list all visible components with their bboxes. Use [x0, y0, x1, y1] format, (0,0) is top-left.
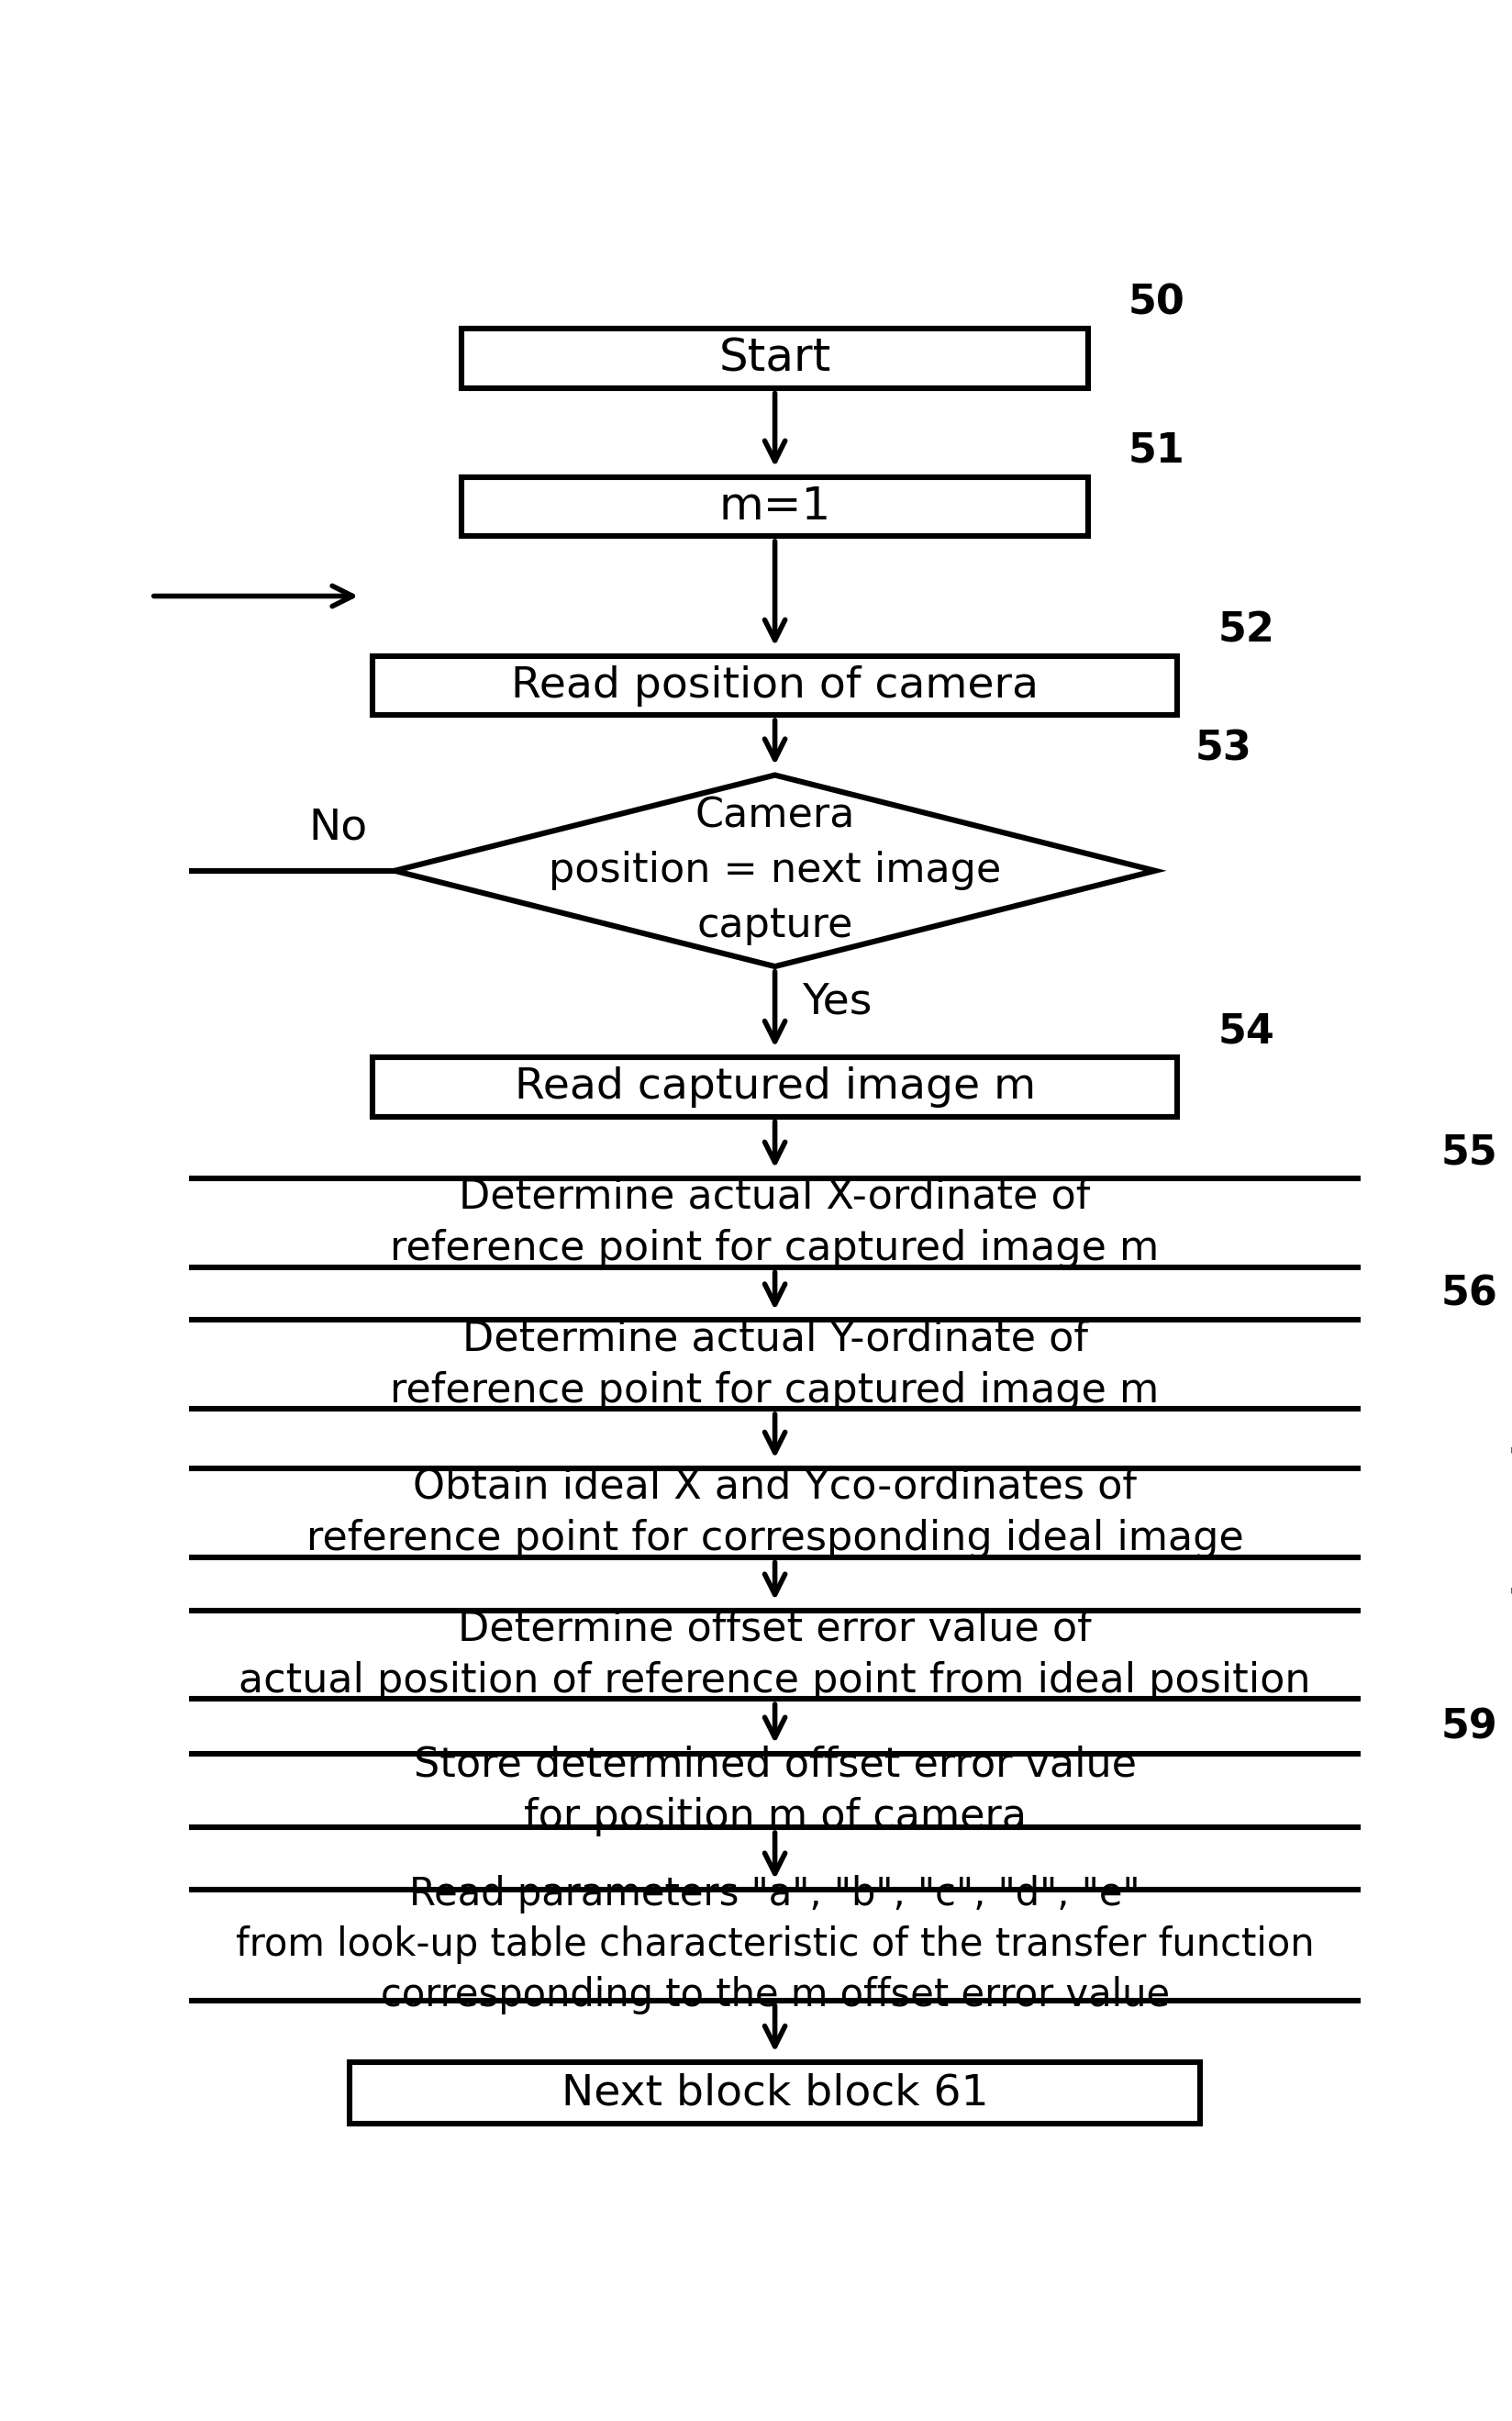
Text: 58: 58 — [1509, 1564, 1512, 1605]
Text: Determine actual X-ordinate of
reference point for captured image m: Determine actual X-ordinate of reference… — [390, 1177, 1160, 1269]
Text: 53: 53 — [1196, 729, 1252, 770]
FancyBboxPatch shape — [349, 2063, 1201, 2123]
Text: Start: Start — [718, 337, 832, 380]
FancyBboxPatch shape — [15, 1888, 1512, 2000]
Text: Read captured image m: Read captured image m — [514, 1065, 1036, 1106]
Text: Next block block 61: Next block block 61 — [561, 2072, 989, 2114]
Text: m=1: m=1 — [718, 484, 832, 528]
Text: Determine actual Y-ordinate of
reference point for captured image m: Determine actual Y-ordinate of reference… — [390, 1319, 1160, 1411]
Text: 52: 52 — [1217, 610, 1275, 649]
Text: 51: 51 — [1128, 431, 1185, 470]
FancyBboxPatch shape — [461, 329, 1089, 387]
Text: Camera
position = next image
capture: Camera position = next image capture — [549, 797, 1001, 947]
FancyBboxPatch shape — [148, 1179, 1402, 1266]
Text: Store determined offset error value
for position m of camera: Store determined offset error value for … — [413, 1746, 1137, 1835]
Text: 57: 57 — [1509, 1424, 1512, 1462]
FancyBboxPatch shape — [372, 1058, 1178, 1116]
Text: 59: 59 — [1441, 1707, 1498, 1748]
FancyBboxPatch shape — [148, 1753, 1402, 1828]
Text: 56: 56 — [1441, 1273, 1498, 1315]
Text: Read position of camera: Read position of camera — [511, 666, 1039, 707]
Text: 50: 50 — [1128, 283, 1185, 322]
FancyBboxPatch shape — [148, 1319, 1402, 1409]
Text: Determine offset error value of
actual position of reference point from ideal po: Determine offset error value of actual p… — [239, 1610, 1311, 1700]
FancyBboxPatch shape — [82, 1467, 1468, 1557]
FancyBboxPatch shape — [82, 1610, 1468, 1700]
Text: 55: 55 — [1441, 1133, 1498, 1172]
Text: Obtain ideal X and Yco-ordinates of
reference point for corresponding ideal imag: Obtain ideal X and Yco-ordinates of refe… — [307, 1467, 1243, 1559]
Polygon shape — [395, 775, 1155, 966]
Text: Yes: Yes — [801, 981, 872, 1022]
Text: No: No — [308, 806, 367, 847]
Text: 54: 54 — [1217, 1012, 1275, 1051]
FancyBboxPatch shape — [372, 656, 1178, 714]
Text: Read parameters "a", "b", "c", "d", "e"
from look-up table characteristic of the: Read parameters "a", "b", "c", "d", "e" … — [236, 1874, 1314, 2014]
FancyBboxPatch shape — [461, 477, 1089, 535]
